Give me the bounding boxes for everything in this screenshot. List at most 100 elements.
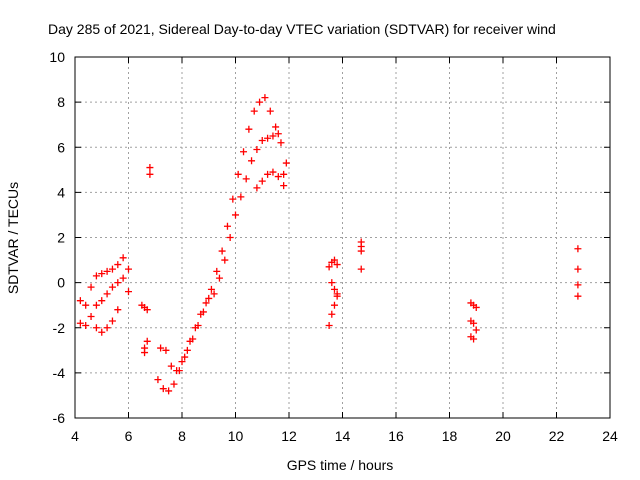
y-tick-label: 2 [57,230,65,246]
data-point [215,274,223,282]
data-point [234,170,242,178]
data-point [194,321,202,329]
y-tick-label: 6 [57,139,65,155]
data-point [114,261,122,269]
data-point [226,234,234,241]
data-point [330,285,338,293]
data-point [328,279,336,287]
data-point [108,317,116,325]
data-point [357,247,365,255]
gridlines [75,57,610,418]
data-point [277,139,285,147]
data-point [114,279,122,287]
data-point [574,245,582,253]
x-tick-label: 18 [442,428,458,444]
data-point [240,148,248,156]
data-point [183,346,191,354]
data-point [253,184,261,192]
data-point [87,283,95,291]
data-point [146,164,154,172]
data-point [330,256,338,264]
data-point [357,265,365,273]
series-cluster-22-8 [574,245,582,300]
series-track-d [138,164,154,357]
data-point [76,319,84,327]
series-main-tail [253,168,288,192]
data-point [98,270,106,278]
x-tick-label: 14 [335,428,351,444]
data-points [76,94,582,395]
data-point [261,94,269,102]
data-point [213,267,221,275]
data-point [146,170,154,178]
series-cluster-14-6 [357,238,365,273]
y-axis-label: SDTVAR / TECUs [5,182,21,294]
y-tick-label: -2 [53,320,66,336]
data-point [574,292,582,300]
data-point [325,321,333,329]
series-main-lower [157,130,288,375]
data-point [245,125,253,133]
x-axis-label: GPS time / hours [287,457,394,473]
x-tick-label: 10 [228,428,244,444]
data-point [108,283,116,291]
data-point [328,310,336,318]
series-track-b [76,274,132,329]
data-point [221,256,229,264]
data-point [207,285,215,293]
data-point [210,290,218,298]
data-point [157,344,165,352]
data-point [266,107,274,115]
series-cluster-13-14 [325,256,341,329]
y-tick-label: -4 [53,365,66,381]
data-point [98,297,106,305]
data-point [258,177,266,185]
data-point [87,312,95,320]
x-tick-label: 24 [602,428,618,444]
data-point [162,346,170,354]
data-point [330,301,338,309]
x-tick-label: 6 [125,428,133,444]
data-point [205,294,213,302]
data-point [333,290,341,298]
y-tick-label: 10 [49,49,65,65]
data-point [154,376,162,384]
data-point [173,367,181,375]
series-cluster-19 [467,299,480,343]
data-point [98,328,106,336]
series-track-a [76,254,132,309]
data-point [119,274,127,282]
x-tick-label: 16 [388,428,404,444]
data-point [76,297,84,305]
series-track-c [92,306,122,336]
data-point [125,288,132,296]
data-point [103,290,111,298]
data-point [165,387,173,395]
y-tick-label: 0 [57,275,65,291]
data-point [253,146,261,154]
data-point [92,301,100,309]
data-point [574,265,582,273]
series-main-ridge [154,94,290,395]
data-point [159,385,167,393]
data-point [92,272,100,280]
data-point [280,170,288,178]
data-point [472,326,480,334]
x-tick-label: 20 [495,428,511,444]
data-point [232,211,239,219]
data-point [189,335,197,343]
data-point [333,261,341,269]
data-point [114,306,122,314]
data-point [103,267,111,275]
data-point [143,337,151,345]
data-point [248,157,256,165]
data-point [470,335,478,343]
data-point [258,136,266,144]
data-point [574,281,582,289]
data-point [282,159,290,167]
data-point [264,170,272,178]
x-tick-label: 4 [71,428,79,444]
data-point [272,123,280,131]
